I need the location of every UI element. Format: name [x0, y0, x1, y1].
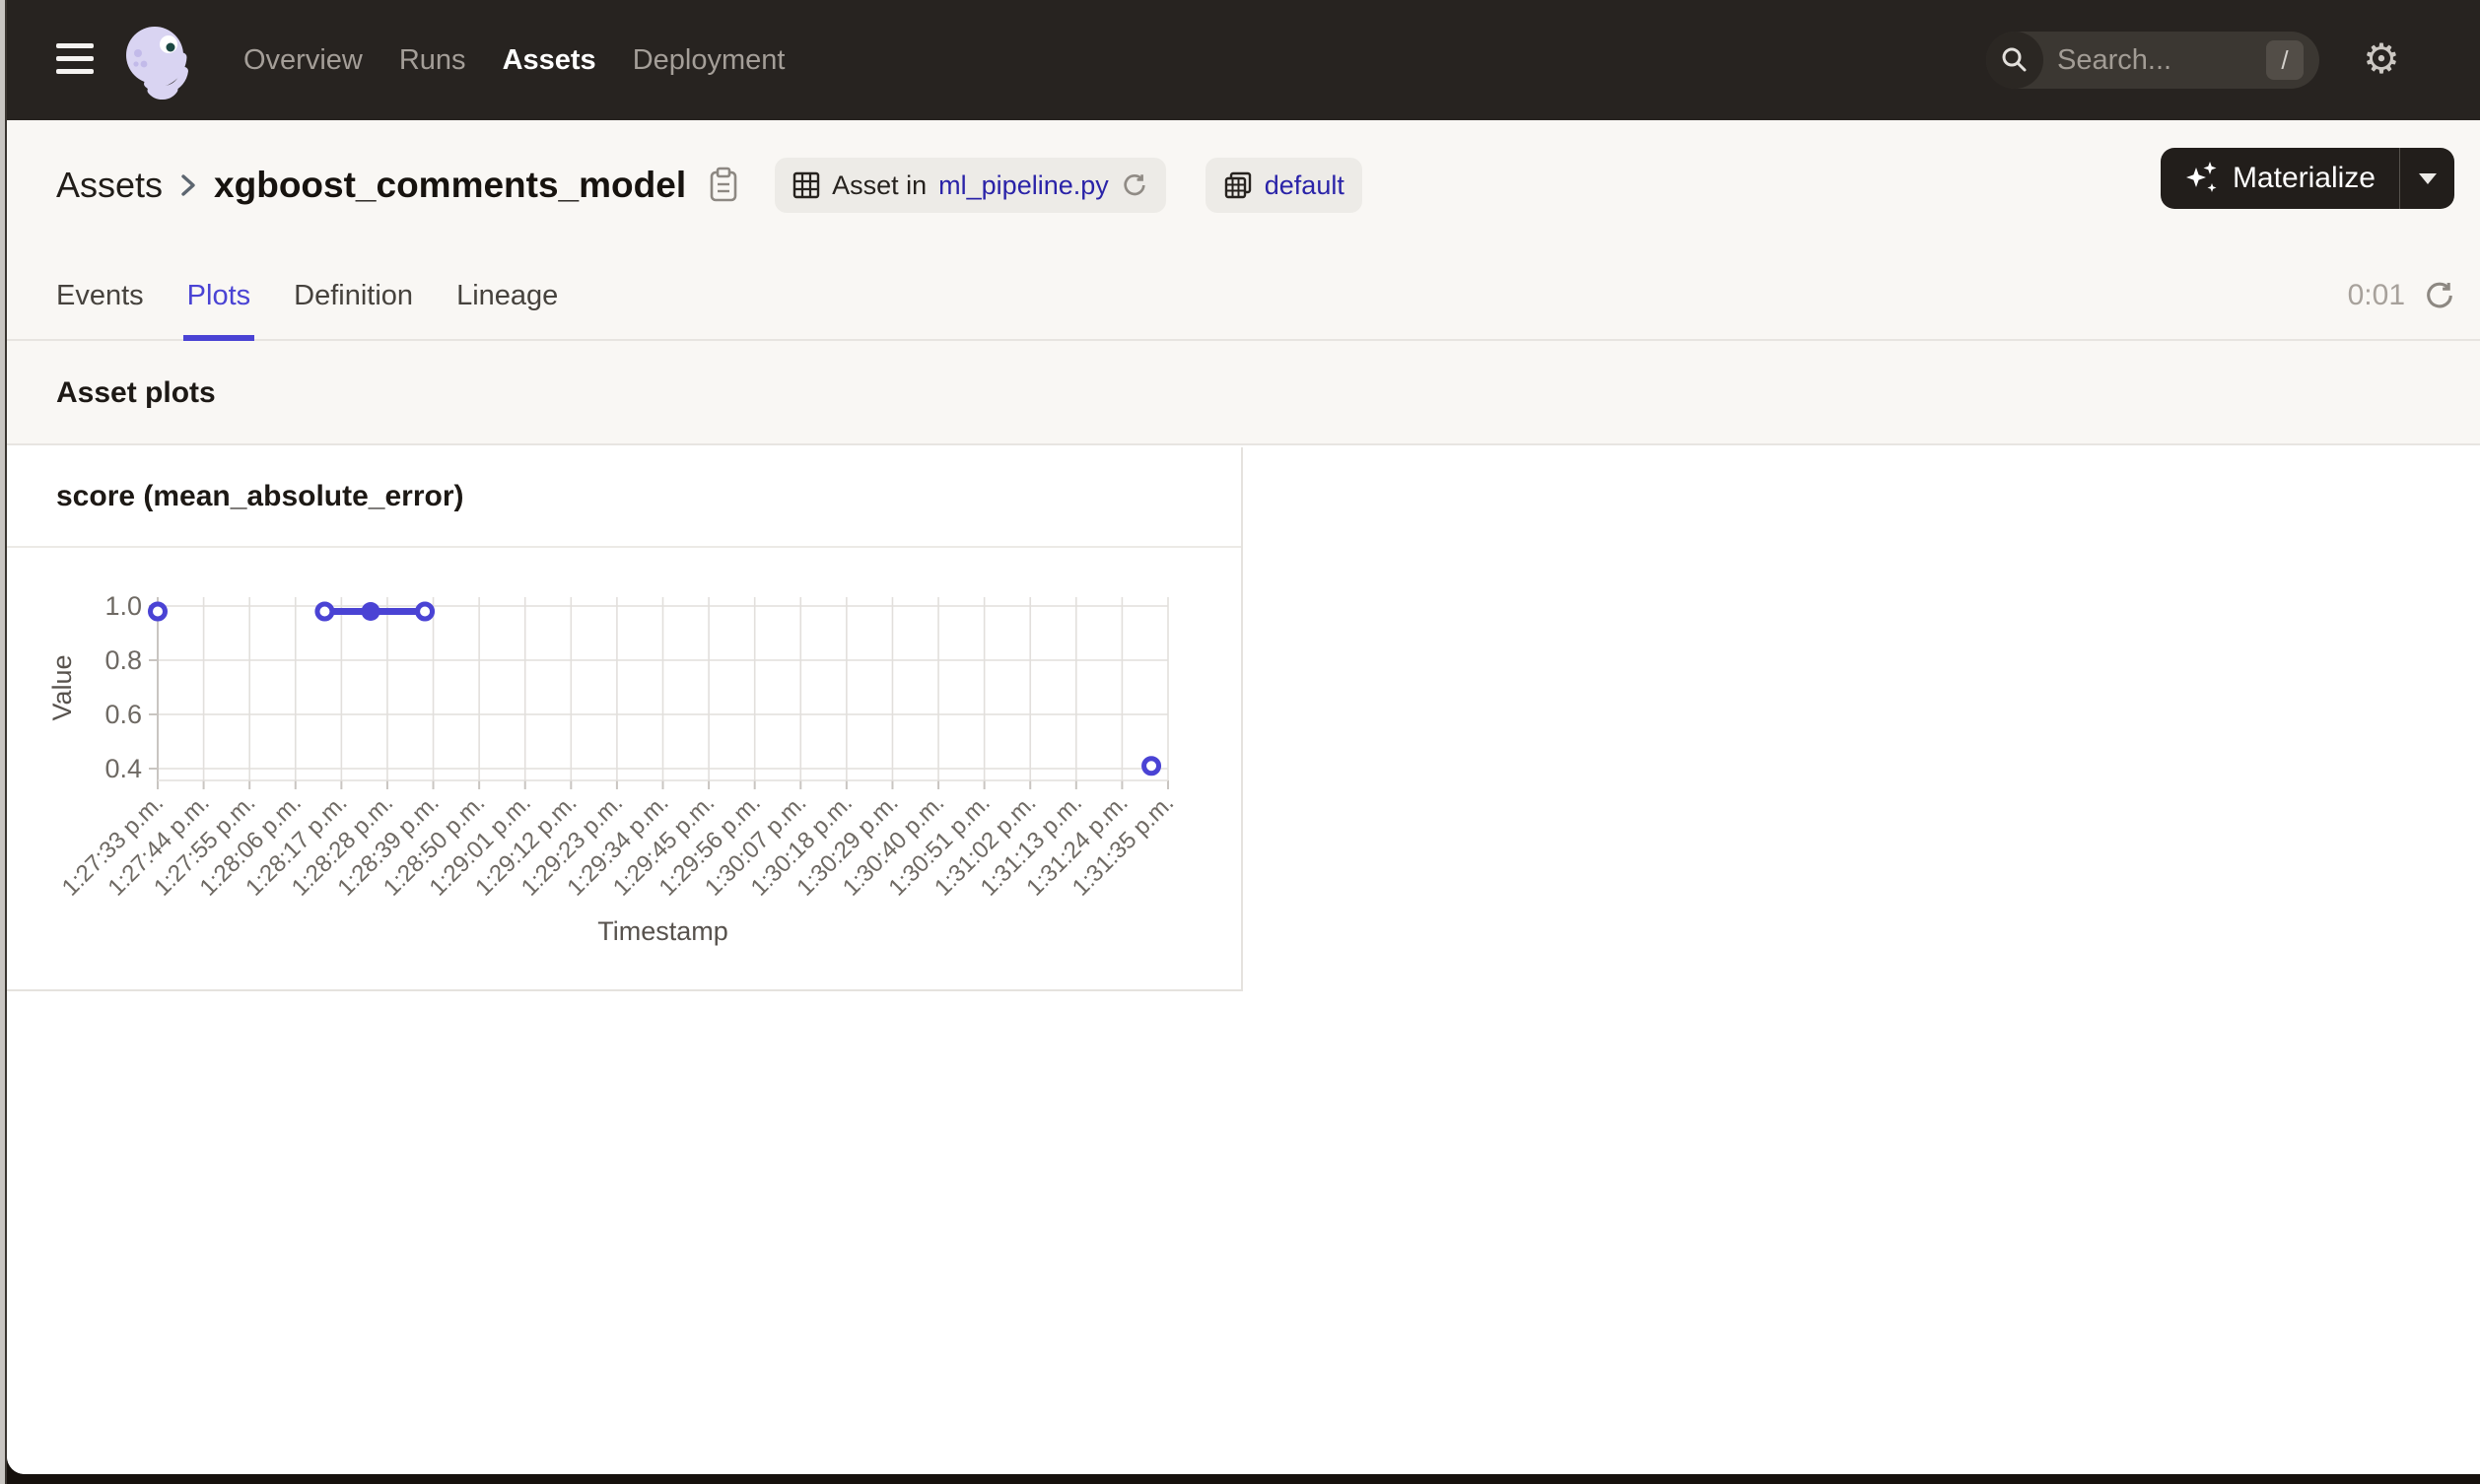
- page-title: xgboost_comments_model: [214, 165, 687, 205]
- plots-area: score (mean_absolute_error) 0.4 0.6 0.8 1.0…: [7, 447, 2480, 1474]
- nav-item-deployment[interactable]: Deployment: [632, 43, 786, 76]
- materialize-button-group: Materialize: [2160, 148, 2454, 209]
- nav-items: Overview Runs Assets Deployment: [243, 0, 785, 120]
- sparkles-icon: [2185, 162, 2217, 192]
- section-heading: Asset plots: [56, 376, 216, 409]
- dagster-app-window: Overview Runs Assets Deployment Search..…: [7, 0, 2480, 1474]
- svg-text:0.6: 0.6: [104, 700, 142, 729]
- breadcrumb-chevron-icon: [178, 170, 198, 200]
- tab-plots[interactable]: Plots: [182, 250, 255, 341]
- svg-text:1.0: 1.0: [104, 591, 142, 621]
- workspace-layers-icon: [1224, 171, 1251, 199]
- settings-gear-icon[interactable]: ⚙: [2363, 34, 2400, 83]
- auto-refresh-area: 0:01: [2348, 250, 2456, 341]
- tab-lineage[interactable]: Lineage: [456, 279, 559, 311]
- search-input[interactable]: Search... /: [1986, 32, 2319, 89]
- materialize-button[interactable]: Materialize: [2161, 148, 2399, 209]
- refresh-countdown: 0:01: [2347, 279, 2405, 311]
- materialize-label: Materialize: [2232, 162, 2376, 194]
- reload-icon[interactable]: [1121, 171, 1148, 199]
- asset-in-badge[interactable]: Asset in ml_pipeline.py: [775, 158, 1166, 213]
- pipeline-file-link[interactable]: ml_pipeline.py: [938, 169, 1109, 200]
- materialize-dropdown-button[interactable]: [2399, 148, 2454, 209]
- nav-item-runs[interactable]: Runs: [398, 43, 466, 76]
- screen-left-edge: [0, 0, 7, 1484]
- search-icon: [1986, 32, 2043, 89]
- search-placeholder: Search...: [2057, 43, 2172, 76]
- copy-clipboard-icon[interactable]: [708, 167, 739, 204]
- tab-definition[interactable]: Definition: [294, 279, 414, 311]
- nav-item-overview[interactable]: Overview: [243, 43, 363, 76]
- svg-text:Timestamp: Timestamp: [597, 916, 728, 946]
- code-location-badge[interactable]: default: [1205, 158, 1362, 213]
- code-location-link[interactable]: default: [1264, 169, 1344, 200]
- chevron-down-icon: [2418, 172, 2437, 184]
- asset-grid-icon: [792, 171, 820, 199]
- svg-text:Value: Value: [47, 654, 77, 720]
- plot-card-header: score (mean_absolute_error): [7, 447, 1241, 548]
- plot-title: score (mean_absolute_error): [56, 480, 464, 512]
- hamburger-menu-icon[interactable]: [56, 43, 94, 77]
- asset-plot-chart: 0.40.60.81.01:27:33 p.m.1:27:44 p.m.1:27…: [47, 591, 1179, 946]
- tab-events[interactable]: Events: [56, 279, 144, 311]
- asset-plots-section-header: Asset plots: [7, 341, 2480, 445]
- asset-tabs-row: Events Plots Definition Lineage 0:01: [7, 250, 2480, 341]
- svg-text:0.8: 0.8: [104, 645, 142, 675]
- asset-in-label: Asset in: [832, 169, 928, 200]
- search-shortcut-key: /: [2266, 40, 2304, 80]
- svg-text:0.4: 0.4: [104, 754, 142, 783]
- breadcrumb: Assets xgboost_comments_model: [56, 120, 1362, 250]
- nav-item-assets[interactable]: Assets: [502, 43, 596, 76]
- tab-list: Events Plots Definition Lineage: [56, 250, 558, 341]
- asset-header-row: Assets xgboost_comments_model: [7, 120, 2480, 250]
- breadcrumb-assets-link[interactable]: Assets: [56, 165, 164, 205]
- dagster-logo-icon[interactable]: [111, 12, 206, 110]
- plot-card: score (mean_absolute_error) 0.4 0.6 0.8 1.0…: [7, 447, 1243, 991]
- top-navigation-bar: Overview Runs Assets Deployment Search..…: [7, 0, 2480, 120]
- refresh-icon[interactable]: [2423, 279, 2456, 312]
